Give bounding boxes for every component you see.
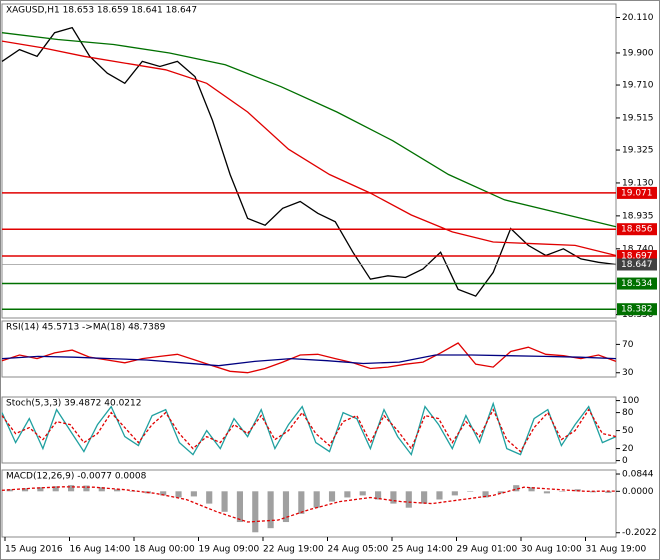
- histogram-bar: [129, 491, 136, 492]
- histogram-bar: [190, 491, 197, 497]
- current-price-box: [617, 258, 657, 271]
- series-line: [1, 342, 617, 374]
- pane-title: Stoch(5,3,3) 39.4872 40.0212: [6, 399, 141, 409]
- level-label: 18.856: [621, 225, 653, 235]
- series-line: [1, 26, 617, 297]
- pane-frame: [1, 320, 617, 378]
- y-tick-label: 0: [622, 456, 628, 466]
- histogram-bar: [328, 491, 336, 502]
- histogram-bar: [160, 491, 167, 496]
- histogram-bar: [344, 491, 351, 498]
- histogram-bar: [497, 491, 504, 494]
- pane-frame: [1, 469, 617, 538]
- pane-title: RSI(14) 45.5713 ->MA(18) 48.7389: [6, 323, 166, 333]
- histogram-bar: [451, 491, 458, 496]
- pane-title: MACD(12,26,9) -0.0077 0.0008: [6, 472, 147, 482]
- histogram-bar: [52, 486, 59, 492]
- y-tick-label: 20.110: [622, 13, 654, 23]
- histogram-bar: [375, 491, 382, 500]
- histogram-bar: [68, 485, 75, 492]
- histogram-bar: [21, 488, 29, 492]
- histogram-bar: [252, 491, 259, 533]
- series-line: [1, 408, 617, 453]
- histogram-bar: [605, 491, 612, 493]
- y-tick-label: 20: [622, 444, 634, 454]
- x-tick-label: 25 Aug 14:00: [392, 545, 453, 555]
- x-tick-label: 16 Aug 14:00: [70, 545, 131, 555]
- x-tick-label: 24 Aug 05:00: [328, 545, 389, 555]
- histogram-bar: [114, 489, 121, 492]
- y-tick-label: 18.740: [622, 244, 654, 254]
- x-tick-label: 29 Aug 01:00: [457, 545, 518, 555]
- x-tick-label: 18 Aug 00:00: [134, 545, 195, 555]
- histogram-bar: [359, 491, 366, 496]
- level-label-box: [617, 303, 657, 316]
- histogram-bar: [221, 491, 228, 512]
- level-label: 19.071: [621, 188, 653, 198]
- level-label-box: [617, 250, 657, 263]
- histogram-bar: [467, 491, 474, 492]
- y-tick-label: 19.325: [622, 146, 654, 156]
- pane-frame: [1, 396, 617, 464]
- level-label-box: [617, 223, 657, 236]
- histogram-bar: [282, 491, 290, 523]
- x-tick-label: 15 Aug 2016: [5, 545, 63, 555]
- histogram-bar: [83, 485, 90, 492]
- histogram-bar: [436, 491, 443, 500]
- pane-title: XAGUSD,H1 18.653 18.659 18.641 18.647: [6, 6, 197, 16]
- histogram-bar: [236, 491, 243, 523]
- series-line: [1, 354, 617, 367]
- y-tick-label: 19.900: [622, 48, 654, 58]
- histogram-bar: [313, 491, 320, 508]
- x-tick-label: 19 Aug 09:00: [199, 545, 260, 555]
- y-tick-label: 80: [622, 408, 634, 418]
- y-tick-label: 18.935: [622, 211, 654, 221]
- level-label: 18.697: [621, 252, 653, 262]
- y-tick-label: 100: [622, 396, 639, 406]
- y-tick-label: 50: [622, 426, 634, 436]
- current-price-label: 18.647: [621, 260, 653, 270]
- series-line: [1, 401, 617, 457]
- histogram-bar: [390, 491, 397, 504]
- histogram-bar: [298, 491, 305, 514]
- histogram-bar: [37, 487, 44, 492]
- y-tick-label: 30: [622, 368, 634, 378]
- x-tick-label: 30 Aug 10:00: [521, 545, 582, 555]
- series-line: [1, 32, 617, 228]
- histogram-bar: [559, 491, 566, 492]
- histogram-bar: [421, 491, 428, 504]
- histogram-bar: [267, 491, 274, 529]
- histogram-bar: [405, 491, 412, 508]
- histogram-bar: [175, 491, 182, 498]
- signal-line: [1, 486, 617, 523]
- x-tick-label: 22 Aug 19:00: [263, 545, 324, 555]
- y-tick-label: 0.0844: [622, 470, 654, 480]
- y-tick-label: 19.710: [622, 81, 654, 91]
- histogram-bar: [543, 491, 550, 494]
- histogram-bar: [528, 487, 535, 492]
- y-tick-label: -0.2022: [622, 528, 657, 538]
- level-label: 18.382: [621, 305, 653, 315]
- y-tick-label: 19.130: [622, 178, 654, 188]
- x-tick-label: 31 Aug 19:00: [586, 545, 647, 555]
- level-label-box: [617, 186, 657, 199]
- series-line: [1, 40, 617, 257]
- histogram-bar: [98, 487, 105, 492]
- y-tick-label: 70: [622, 340, 634, 350]
- y-tick-label: 0.0000: [622, 487, 654, 497]
- level-label: 18.534: [621, 279, 653, 289]
- histogram-bar: [482, 491, 489, 498]
- pane-frame: [1, 3, 617, 319]
- y-tick-label: 19.515: [622, 113, 654, 123]
- histogram-bar: [206, 491, 213, 504]
- histogram-bar: [513, 485, 520, 492]
- level-label-box: [617, 277, 657, 290]
